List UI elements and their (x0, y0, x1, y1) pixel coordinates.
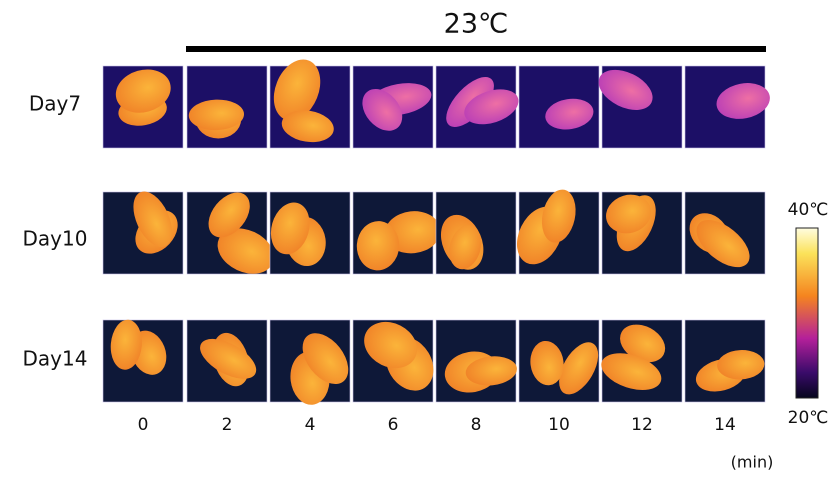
thermal-image (682, 192, 765, 276)
time-label: 8 (471, 415, 482, 435)
thermal-image (685, 66, 773, 148)
time-label: 10 (548, 415, 570, 435)
time-label: 6 (388, 415, 399, 435)
temperature-title: 23℃ (444, 9, 509, 40)
thermal-image (187, 66, 267, 148)
thermal-image (592, 62, 682, 148)
thermal-image (187, 185, 281, 283)
thermal-image (265, 192, 350, 274)
figure: 23℃ 40℃ 20℃ (min) Day7 Day10 Day14 0 2 4 6 8 10 1… (0, 0, 835, 479)
thermal-image (519, 320, 606, 402)
row-label: Day7 (29, 92, 81, 116)
thermal-image (353, 66, 434, 148)
thermal-image (433, 192, 516, 276)
time-label: 4 (305, 415, 316, 435)
thermal-image (436, 66, 523, 148)
thermal-image (265, 53, 350, 148)
page: 23℃ 40℃ 20℃ (min) Day7 Day10 Day14 0 2 4 6 8 10 1… (0, 0, 835, 483)
thermal-image (353, 192, 443, 274)
panels (103, 53, 773, 407)
thermal-image (519, 66, 599, 148)
thermal-image (601, 189, 682, 274)
time-label: 0 (138, 415, 149, 435)
time-label: 12 (631, 415, 653, 435)
time-unit: (min) (731, 453, 774, 472)
thermal-image (508, 186, 599, 274)
row-label: Day10 (23, 227, 88, 251)
row-label: Day14 (23, 347, 88, 371)
thermal-image (353, 313, 443, 402)
thermal-image (597, 317, 682, 402)
time-label: 14 (714, 415, 736, 435)
colorbar (796, 228, 818, 398)
thermal-image (103, 318, 183, 402)
thermal-image (103, 186, 186, 274)
colorbar-min: 20℃ (788, 408, 829, 428)
thermal-image (187, 320, 267, 402)
thermal-image (436, 320, 518, 402)
thermal-image (103, 63, 183, 148)
time-label: 2 (222, 415, 233, 435)
thermal-image (270, 320, 357, 407)
colorbar-max: 40℃ (788, 200, 829, 220)
treatment-bar (186, 46, 766, 52)
thermal-image (685, 320, 765, 402)
